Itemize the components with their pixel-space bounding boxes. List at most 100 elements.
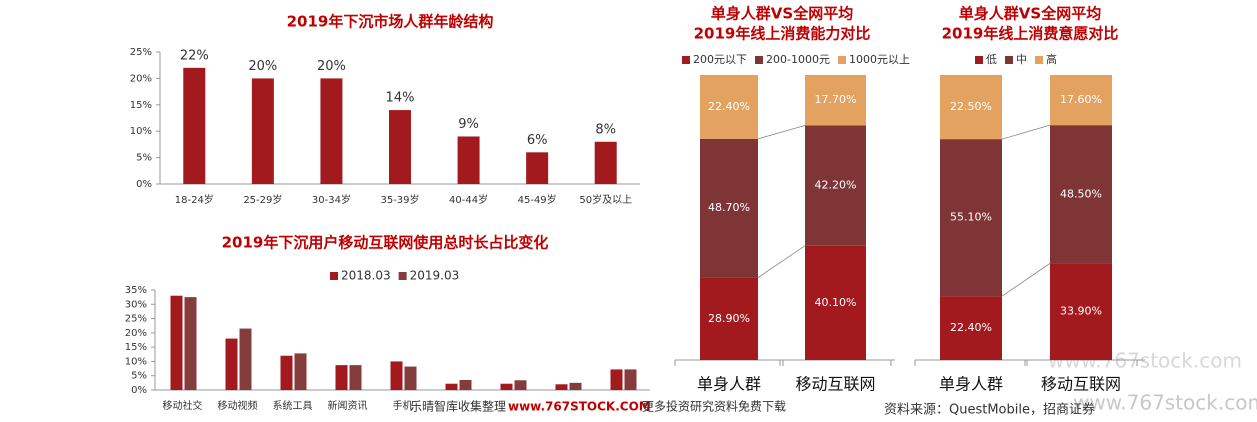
legend-swatch <box>837 56 846 64</box>
connector <box>757 245 806 278</box>
y-tick-label: 0% <box>136 179 152 190</box>
legend-swatch <box>398 272 407 280</box>
y-tick-label: 10% <box>125 356 147 367</box>
y-tick-label: 25% <box>130 47 152 58</box>
x-tick-label: 移动互联网 <box>795 375 875 394</box>
legend-swatch <box>1035 56 1043 64</box>
legend-label: 200-1000元 <box>766 53 830 66</box>
legend-swatch <box>1005 56 1013 64</box>
bar <box>390 361 403 390</box>
legend-label: 中 <box>1016 53 1027 66</box>
bar-segment <box>805 125 866 246</box>
y-tick-label: 15% <box>130 100 152 111</box>
y-tick-label: 5% <box>131 371 147 382</box>
bar <box>500 383 513 390</box>
bar-segment <box>1050 263 1112 360</box>
legend-label: 200元以下 <box>693 53 747 66</box>
data-label: 40.10% <box>815 296 857 309</box>
data-label: 22.40% <box>950 321 992 334</box>
bar-segment <box>940 296 1002 360</box>
connector <box>757 125 806 140</box>
data-label: 48.50% <box>1060 187 1102 200</box>
x-tick-label: 系统工具 <box>273 399 313 412</box>
banner-url: www.767STOCK.COM <box>508 400 651 414</box>
connector <box>1001 263 1051 297</box>
bar <box>225 338 238 390</box>
y-tick-label: 25% <box>125 314 147 325</box>
data-label: 9% <box>458 117 479 132</box>
bar <box>335 365 348 390</box>
x-tick-label: 25-29岁 <box>243 193 282 206</box>
bar <box>320 78 343 184</box>
x-tick-label: 单身人群 <box>697 375 761 394</box>
bar-segment <box>700 138 758 278</box>
x-tick-label: 新闻资讯 <box>328 399 368 412</box>
x-tick-label: 移动社交 <box>163 399 203 412</box>
bar <box>569 382 582 390</box>
data-label: 22% <box>180 48 209 63</box>
chart-title: 2019年下沉市场人群年龄结构 <box>287 13 494 31</box>
data-label: 33.90% <box>1060 305 1102 318</box>
bar <box>457 136 480 184</box>
bar <box>389 110 411 184</box>
bar <box>594 141 617 184</box>
bar <box>170 295 183 390</box>
source: 资料来源：QuestMobile，招商证券 <box>884 402 1095 418</box>
legend-swatch <box>975 56 983 64</box>
banner-text: 乐晴智库收集整理 <box>410 399 506 414</box>
chart-title: 单身人群VS全网平均 <box>711 5 853 23</box>
bar <box>251 78 274 184</box>
x-tick-label: 移动互联网 <box>1041 375 1121 394</box>
legend-label: 2019.03 <box>410 269 460 283</box>
x-tick-label: 18-24岁 <box>175 193 214 206</box>
bar <box>184 297 197 390</box>
bar-segment <box>700 277 758 360</box>
bar-segment <box>805 245 866 360</box>
y-tick-label: 30% <box>125 299 147 310</box>
data-label: 42.20% <box>815 179 857 192</box>
x-tick-label: 手机 <box>393 399 413 412</box>
x-tick-label: 40-44岁 <box>449 193 488 206</box>
legend-swatch <box>755 56 763 64</box>
x-tick-label: 30-34岁 <box>312 193 351 206</box>
x-tick-label: 35-39岁 <box>380 193 419 206</box>
data-label: 8% <box>595 122 616 137</box>
bar <box>445 383 458 390</box>
chart-title: 2019年下沉用户移动互联网使用总时长占比变化 <box>222 234 549 252</box>
connector <box>1001 124 1051 140</box>
data-label: 48.70% <box>708 201 750 214</box>
bar <box>239 328 252 390</box>
bar <box>459 380 472 390</box>
data-label: 22.40% <box>708 100 750 113</box>
bar-segment <box>1050 125 1112 264</box>
chart-title: 单身人群VS全网平均 <box>959 5 1101 23</box>
bar-segment <box>805 75 866 126</box>
bar <box>183 67 206 184</box>
watermark: www.767stock.com <box>1073 391 1257 415</box>
y-tick-label: 5% <box>136 153 152 164</box>
bar <box>280 355 293 390</box>
y-tick-label: 20% <box>130 73 152 84</box>
data-label: 17.60% <box>1060 93 1102 106</box>
bar <box>610 369 623 390</box>
bar-segment <box>1050 75 1112 126</box>
bar-segment <box>940 75 1002 140</box>
banner-text: 更多投资研究资料免费下载 <box>642 399 786 414</box>
data-label: 22.50% <box>950 100 992 113</box>
y-tick-label: 35% <box>125 285 147 296</box>
bar <box>294 353 307 390</box>
bar <box>349 365 362 390</box>
bar <box>404 366 417 390</box>
bar-segment <box>700 75 758 139</box>
data-label: 17.70% <box>815 93 857 106</box>
bar-segment <box>940 139 1002 297</box>
bar <box>555 384 568 390</box>
y-tick-label: 0% <box>131 385 147 396</box>
legend-swatch <box>330 272 338 280</box>
y-tick-label: 20% <box>125 328 147 339</box>
y-tick-label: 15% <box>125 342 147 353</box>
chart-title: 2019年线上消费意愿对比 <box>942 25 1119 43</box>
bar <box>624 369 637 390</box>
x-tick-label: 单身人群 <box>939 375 1003 394</box>
